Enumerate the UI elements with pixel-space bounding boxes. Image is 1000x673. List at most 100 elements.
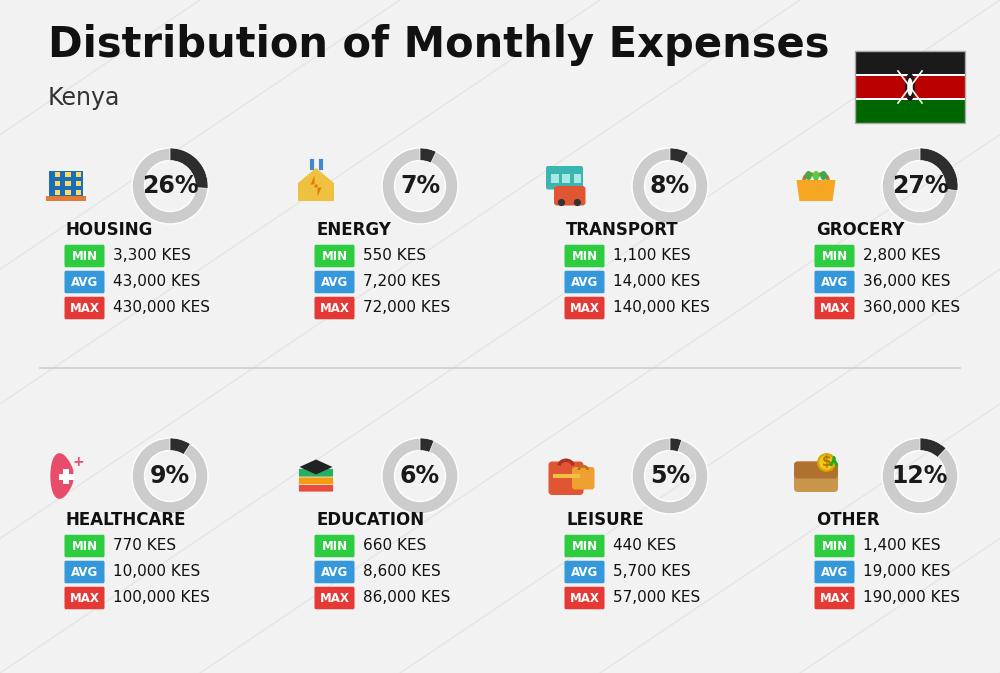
Text: MAX: MAX: [570, 592, 599, 604]
Text: AVG: AVG: [571, 275, 598, 289]
Ellipse shape: [905, 73, 915, 101]
Text: HOUSING: HOUSING: [66, 221, 153, 239]
Bar: [76, 190, 81, 195]
Ellipse shape: [813, 171, 819, 180]
Text: MAX: MAX: [820, 592, 849, 604]
FancyBboxPatch shape: [564, 271, 605, 293]
Text: 100,000 KES: 100,000 KES: [113, 590, 210, 606]
Text: 14,000 KES: 14,000 KES: [613, 275, 700, 289]
FancyBboxPatch shape: [548, 462, 584, 495]
Polygon shape: [311, 176, 321, 197]
Text: ENERGY: ENERGY: [316, 221, 391, 239]
Wedge shape: [670, 438, 682, 452]
Wedge shape: [170, 148, 208, 188]
Text: 19,000 KES: 19,000 KES: [863, 565, 950, 579]
Text: MIN: MIN: [321, 250, 348, 262]
FancyBboxPatch shape: [299, 483, 334, 492]
Text: 190,000 KES: 190,000 KES: [863, 590, 960, 606]
FancyBboxPatch shape: [564, 561, 605, 583]
Text: 26%: 26%: [142, 174, 198, 198]
FancyBboxPatch shape: [564, 245, 605, 267]
Wedge shape: [382, 438, 458, 514]
Bar: [855, 51, 965, 75]
Text: 5,700 KES: 5,700 KES: [613, 565, 691, 579]
Text: 6%: 6%: [400, 464, 440, 488]
Text: 2,800 KES: 2,800 KES: [863, 248, 941, 264]
Text: 5%: 5%: [650, 464, 690, 488]
Text: LEISURE: LEISURE: [566, 511, 644, 529]
Circle shape: [818, 454, 835, 471]
FancyBboxPatch shape: [64, 535, 104, 557]
Text: MAX: MAX: [820, 302, 849, 314]
Text: 360,000 KES: 360,000 KES: [863, 301, 960, 316]
FancyBboxPatch shape: [64, 297, 104, 319]
FancyBboxPatch shape: [64, 271, 104, 293]
Text: 36,000 KES: 36,000 KES: [863, 275, 950, 289]
Polygon shape: [298, 168, 334, 201]
Bar: [552, 474, 580, 478]
Circle shape: [574, 199, 581, 206]
Text: 430,000 KES: 430,000 KES: [113, 301, 210, 316]
Text: 140,000 KES: 140,000 KES: [613, 301, 710, 316]
FancyBboxPatch shape: [314, 535, 354, 557]
Ellipse shape: [805, 171, 812, 180]
Text: AVG: AVG: [321, 275, 348, 289]
FancyBboxPatch shape: [314, 561, 354, 583]
Ellipse shape: [907, 78, 913, 96]
Text: 8,600 KES: 8,600 KES: [363, 565, 441, 579]
Text: 27%: 27%: [892, 174, 948, 198]
Wedge shape: [882, 148, 958, 224]
Wedge shape: [670, 148, 688, 164]
Bar: [855, 51, 965, 123]
Text: 1,100 KES: 1,100 KES: [613, 248, 691, 264]
Wedge shape: [132, 148, 208, 224]
Text: 770 KES: 770 KES: [113, 538, 176, 553]
Bar: [65, 172, 70, 177]
Text: AVG: AVG: [571, 565, 598, 579]
Text: 440 KES: 440 KES: [613, 538, 676, 553]
Text: Distribution of Monthly Expenses: Distribution of Monthly Expenses: [48, 24, 830, 66]
Bar: [855, 98, 965, 100]
Text: MAX: MAX: [570, 302, 599, 314]
FancyBboxPatch shape: [64, 245, 104, 267]
Text: +: +: [72, 456, 84, 470]
Polygon shape: [796, 180, 836, 201]
Text: MAX: MAX: [70, 302, 99, 314]
Text: EDUCATION: EDUCATION: [316, 511, 424, 529]
FancyBboxPatch shape: [314, 587, 354, 609]
Text: 12%: 12%: [892, 464, 948, 488]
Text: HEALTHCARE: HEALTHCARE: [66, 511, 186, 529]
Wedge shape: [420, 438, 434, 452]
Text: AVG: AVG: [71, 565, 98, 579]
Wedge shape: [132, 438, 208, 514]
Text: MAX: MAX: [70, 592, 99, 604]
Text: MIN: MIN: [821, 540, 848, 553]
Wedge shape: [920, 148, 958, 190]
FancyBboxPatch shape: [564, 535, 605, 557]
Polygon shape: [300, 460, 332, 474]
Text: 8%: 8%: [650, 174, 690, 198]
Bar: [855, 99, 965, 123]
Text: MIN: MIN: [571, 540, 598, 553]
Bar: [855, 74, 965, 76]
Text: 3,300 KES: 3,300 KES: [113, 248, 191, 264]
FancyBboxPatch shape: [794, 462, 838, 492]
FancyBboxPatch shape: [554, 186, 586, 205]
Text: 9%: 9%: [150, 464, 190, 488]
Text: TRANSPORT: TRANSPORT: [566, 221, 679, 239]
FancyBboxPatch shape: [64, 587, 104, 609]
FancyBboxPatch shape: [814, 245, 854, 267]
Bar: [46, 196, 86, 201]
Text: MIN: MIN: [321, 540, 348, 553]
Text: 7%: 7%: [400, 174, 440, 198]
Text: Kenya: Kenya: [48, 86, 120, 110]
FancyBboxPatch shape: [814, 561, 854, 583]
Text: $: $: [822, 456, 831, 470]
Bar: [310, 464, 322, 468]
Text: 86,000 KES: 86,000 KES: [363, 590, 450, 606]
FancyBboxPatch shape: [314, 297, 354, 319]
FancyBboxPatch shape: [564, 297, 605, 319]
FancyBboxPatch shape: [572, 467, 594, 489]
Text: 1,400 KES: 1,400 KES: [863, 538, 941, 553]
FancyBboxPatch shape: [64, 561, 104, 583]
